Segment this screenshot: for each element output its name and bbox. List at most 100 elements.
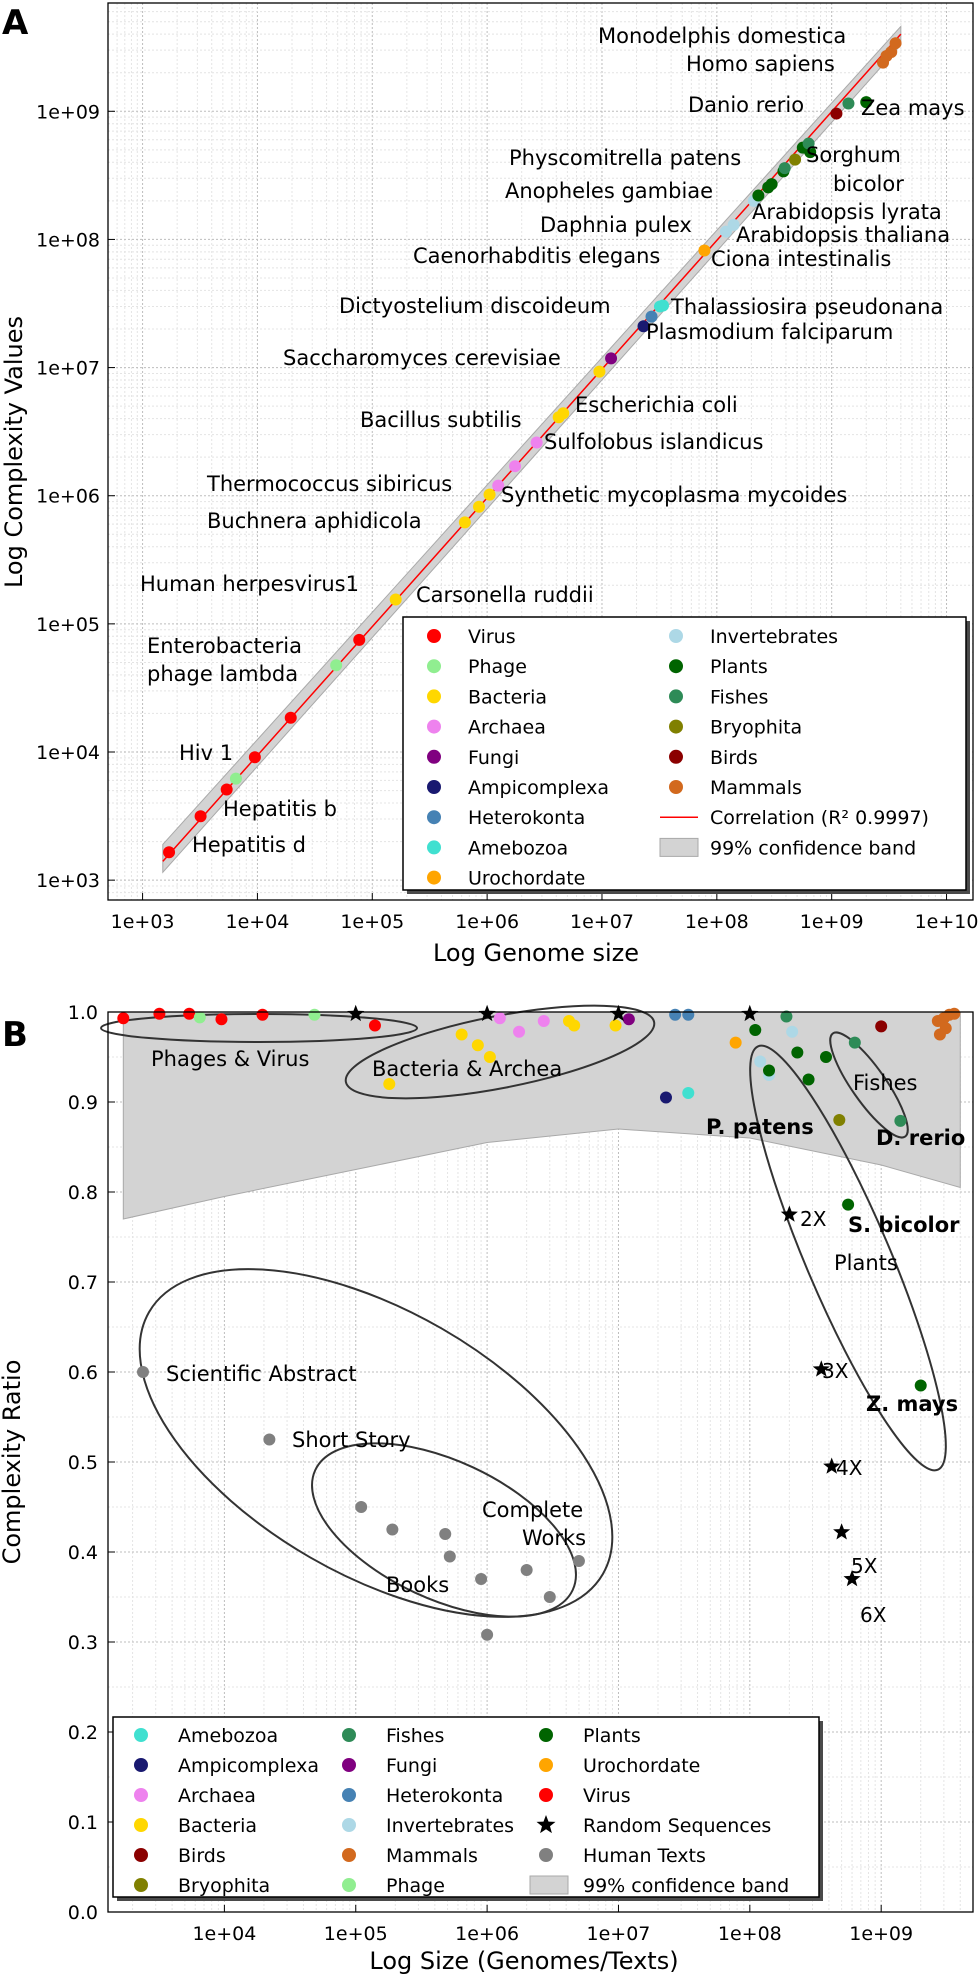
point-human-texts <box>572 1555 585 1567</box>
annotation-s-bicolor: S. bicolor <box>848 1213 960 1237</box>
legend-box <box>112 1716 820 1898</box>
annotation-escherichia-coli: Escherichia coli <box>575 393 738 417</box>
point-random-sequences <box>741 1004 759 1022</box>
legend-a: Virus Phage Bacteria Archaea Fungi Ampicomple… <box>402 616 970 894</box>
legend-label-amebozoa: Amebozoa <box>468 837 568 859</box>
legend-swatch-human-texts <box>539 1848 553 1862</box>
y-tick-label: 1e+07 <box>36 358 100 380</box>
point-bacteria <box>483 488 496 501</box>
point-archaea <box>509 460 522 473</box>
x-tick-label: 1e+09 <box>800 911 864 933</box>
legend-swatch-bacteria <box>427 689 441 704</box>
legend-label-invertebrates: Invertebrates <box>710 626 838 648</box>
annotation-hepatitis-d: Hepatitis d <box>192 833 306 857</box>
legend-swatch-invertebrates <box>342 1818 356 1832</box>
point-fishes <box>780 1010 793 1023</box>
y-tick-label: 0.5 <box>68 1452 98 1474</box>
annotation-thalassiosira-pseudonana: Thalassiosira pseudonana <box>670 295 943 319</box>
point-human-texts <box>520 1564 533 1576</box>
legend-label-birds: Birds <box>710 747 758 769</box>
points-a <box>163 37 902 859</box>
point-heterokonta <box>682 1008 695 1021</box>
point-bacteria <box>483 1051 496 1063</box>
legend-label-heterokonta: Heterokonta <box>386 1785 503 1807</box>
x-ticks-a: 1e+03 1e+04 1e+05 1e+06 1e+07 1e+08 1e+09 1e+10 <box>111 893 978 933</box>
legend-swatch-phage <box>342 1878 356 1892</box>
annotation-fishes: Fishes <box>853 1071 918 1095</box>
point-mammals <box>939 1022 952 1035</box>
point-fishes <box>778 162 791 175</box>
annotation-thermococcus-sibiricus: Thermococcus sibiricus <box>206 472 452 496</box>
annotation-z-mays: Z. mays <box>866 1392 958 1416</box>
legend-label-mammals: Mammals <box>710 777 802 799</box>
legend-label-ampicomplexa: Ampicomplexa <box>178 1755 319 1777</box>
point-human-texts <box>263 1433 276 1446</box>
legend-label-virus: Virus <box>583 1785 631 1807</box>
point-heterokonta <box>669 1008 682 1021</box>
point-invertebrates <box>727 218 740 231</box>
point-virus <box>215 1013 228 1026</box>
legend-swatch-fungi <box>427 749 441 764</box>
y-tick-label: 0.8 <box>68 1182 98 1204</box>
legend-label-invertebrates: Invertebrates <box>386 1815 514 1837</box>
annotation-monodelphis-domestica: Monodelphis domestica <box>598 24 846 48</box>
point-archaea <box>493 1012 506 1025</box>
legend-label-fishes: Fishes <box>386 1725 444 1747</box>
annotation-phages-virus: Phages & Virus <box>151 1047 309 1071</box>
point-bacteria <box>383 1078 396 1090</box>
y-tick-label: 1e+05 <box>36 614 100 636</box>
x-tick-label: 1e+08 <box>718 1923 782 1945</box>
point-bryophita <box>833 1114 846 1126</box>
legend-swatch-amebozoa <box>134 1728 148 1742</box>
legend-swatch-invertebrates <box>669 629 683 643</box>
point-bacteria <box>458 516 471 529</box>
legend-swatch-ampicomplexa <box>427 780 441 794</box>
legend-swatch-archaea <box>134 1788 148 1802</box>
point-random-sequences <box>609 1004 627 1022</box>
point-urochordate <box>698 244 711 257</box>
annotation-ciona-intestinalis: Ciona intestinalis <box>711 247 891 271</box>
annotation-hiv-1: Hiv 1 <box>179 741 233 765</box>
point-plants <box>914 1379 927 1392</box>
ellipse-fishes <box>829 1031 909 1139</box>
legend-label-urochordate: Urochordate <box>583 1755 700 1777</box>
point-bacteria <box>471 1039 484 1052</box>
legend-swatch-bryophita <box>669 719 683 734</box>
annotation-6x: 6X <box>860 1603 887 1627</box>
y-tick-label: 1e+03 <box>36 870 100 892</box>
legend-label-plants: Plants <box>710 656 768 678</box>
annotations-a: Monodelphis domestica Homo sapiens Danio r… <box>140 24 965 857</box>
annotation-buchnera-aphidicola: Buchnera aphidicola <box>207 509 422 533</box>
chart-panel-b: Phages & Virus Bacteria & Archea Fishes P. … <box>0 1002 974 1975</box>
y-tick-label: 1e+09 <box>36 101 100 123</box>
legend-label-bacteria: Bacteria <box>178 1815 257 1837</box>
point-archaea <box>537 1015 550 1027</box>
point-plants <box>763 1064 776 1077</box>
legend-label-fungi: Fungi <box>468 747 519 769</box>
y-tick-label: 0.7 <box>68 1272 98 1294</box>
y-tick-label: 0.3 <box>68 1632 98 1654</box>
point-plants <box>842 1198 855 1211</box>
point-plants <box>860 96 873 109</box>
annotation-arabidopsis-thaliana: Arabidopsis thaliana <box>736 223 950 247</box>
point-virus <box>353 633 366 646</box>
point-amebozoa <box>657 299 670 312</box>
legend-label-archaea: Archaea <box>468 717 546 739</box>
legend-swatch-plants <box>539 1728 553 1742</box>
point-ampicomplexa <box>637 320 650 333</box>
point-random-sequences <box>823 1457 841 1474</box>
legend-label-mammals: Mammals <box>386 1845 478 1867</box>
point-human-texts <box>443 1550 456 1563</box>
y-tick-label: 0.2 <box>68 1722 98 1744</box>
point-amebozoa <box>682 1087 695 1099</box>
x-axis-label-a: Log Genome size <box>433 939 639 967</box>
point-plants <box>802 1073 815 1086</box>
legend-label-ampicomplexa: Ampicomplexa <box>468 777 609 799</box>
legend-swatch-amebozoa <box>427 840 441 855</box>
legend-label-99-confidence-band: 99% confidence band <box>583 1875 789 1897</box>
ellipse-plants <box>749 1044 947 1472</box>
legend-label-correlation-r-0-9997: Correlation (R² 0.9997) <box>710 807 929 829</box>
point-random-sequences <box>833 1523 851 1540</box>
legend-b: Amebozoa Ampicomplexa Archaea Bacteria Birds… <box>112 1716 823 1901</box>
